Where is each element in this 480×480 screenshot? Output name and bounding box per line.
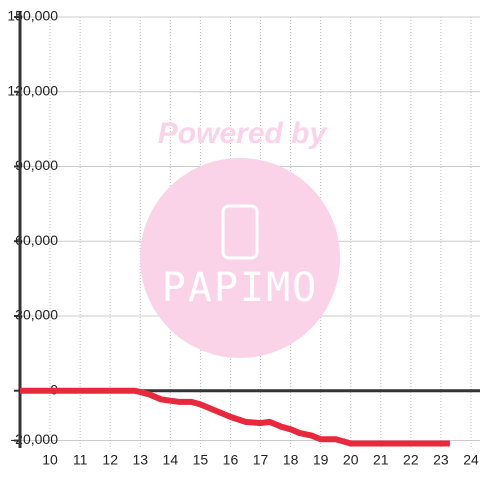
line [20,387,450,447]
x-tick-label: 10 [42,452,58,468]
y-tick-label: -20,000 [11,431,59,447]
x-tick-label: 12 [102,452,118,468]
y-tick-label: 90,000 [15,157,58,173]
y-tick-label: 30,000 [15,307,58,323]
x-tick-label: 18 [283,452,299,468]
watermark: Powered by PAPIMO [140,117,340,358]
x-tick-label: 21 [373,452,389,468]
y-tick-label: 150,000 [7,8,58,24]
x-tick-label: 16 [223,452,239,468]
x-tick-label: 15 [193,452,209,468]
watermark-text: Powered by [158,117,328,150]
x-tick-label: 14 [163,452,179,468]
x-tick-label: 13 [132,452,148,468]
y-tick-label: 60,000 [15,232,58,248]
watermark-icon [221,204,259,260]
x-tick-label: 19 [313,452,329,468]
x-tick-label: 22 [403,452,419,468]
x-tick-label: 24 [463,452,479,468]
watermark-logo: PAPIMO [162,265,319,311]
y-tick-label: 120,000 [7,82,58,98]
x-tick-label: 17 [253,452,269,468]
x-tick-label: 20 [343,452,359,468]
x-tick-label: 11 [73,452,88,468]
x-tick-label: 23 [433,452,449,468]
